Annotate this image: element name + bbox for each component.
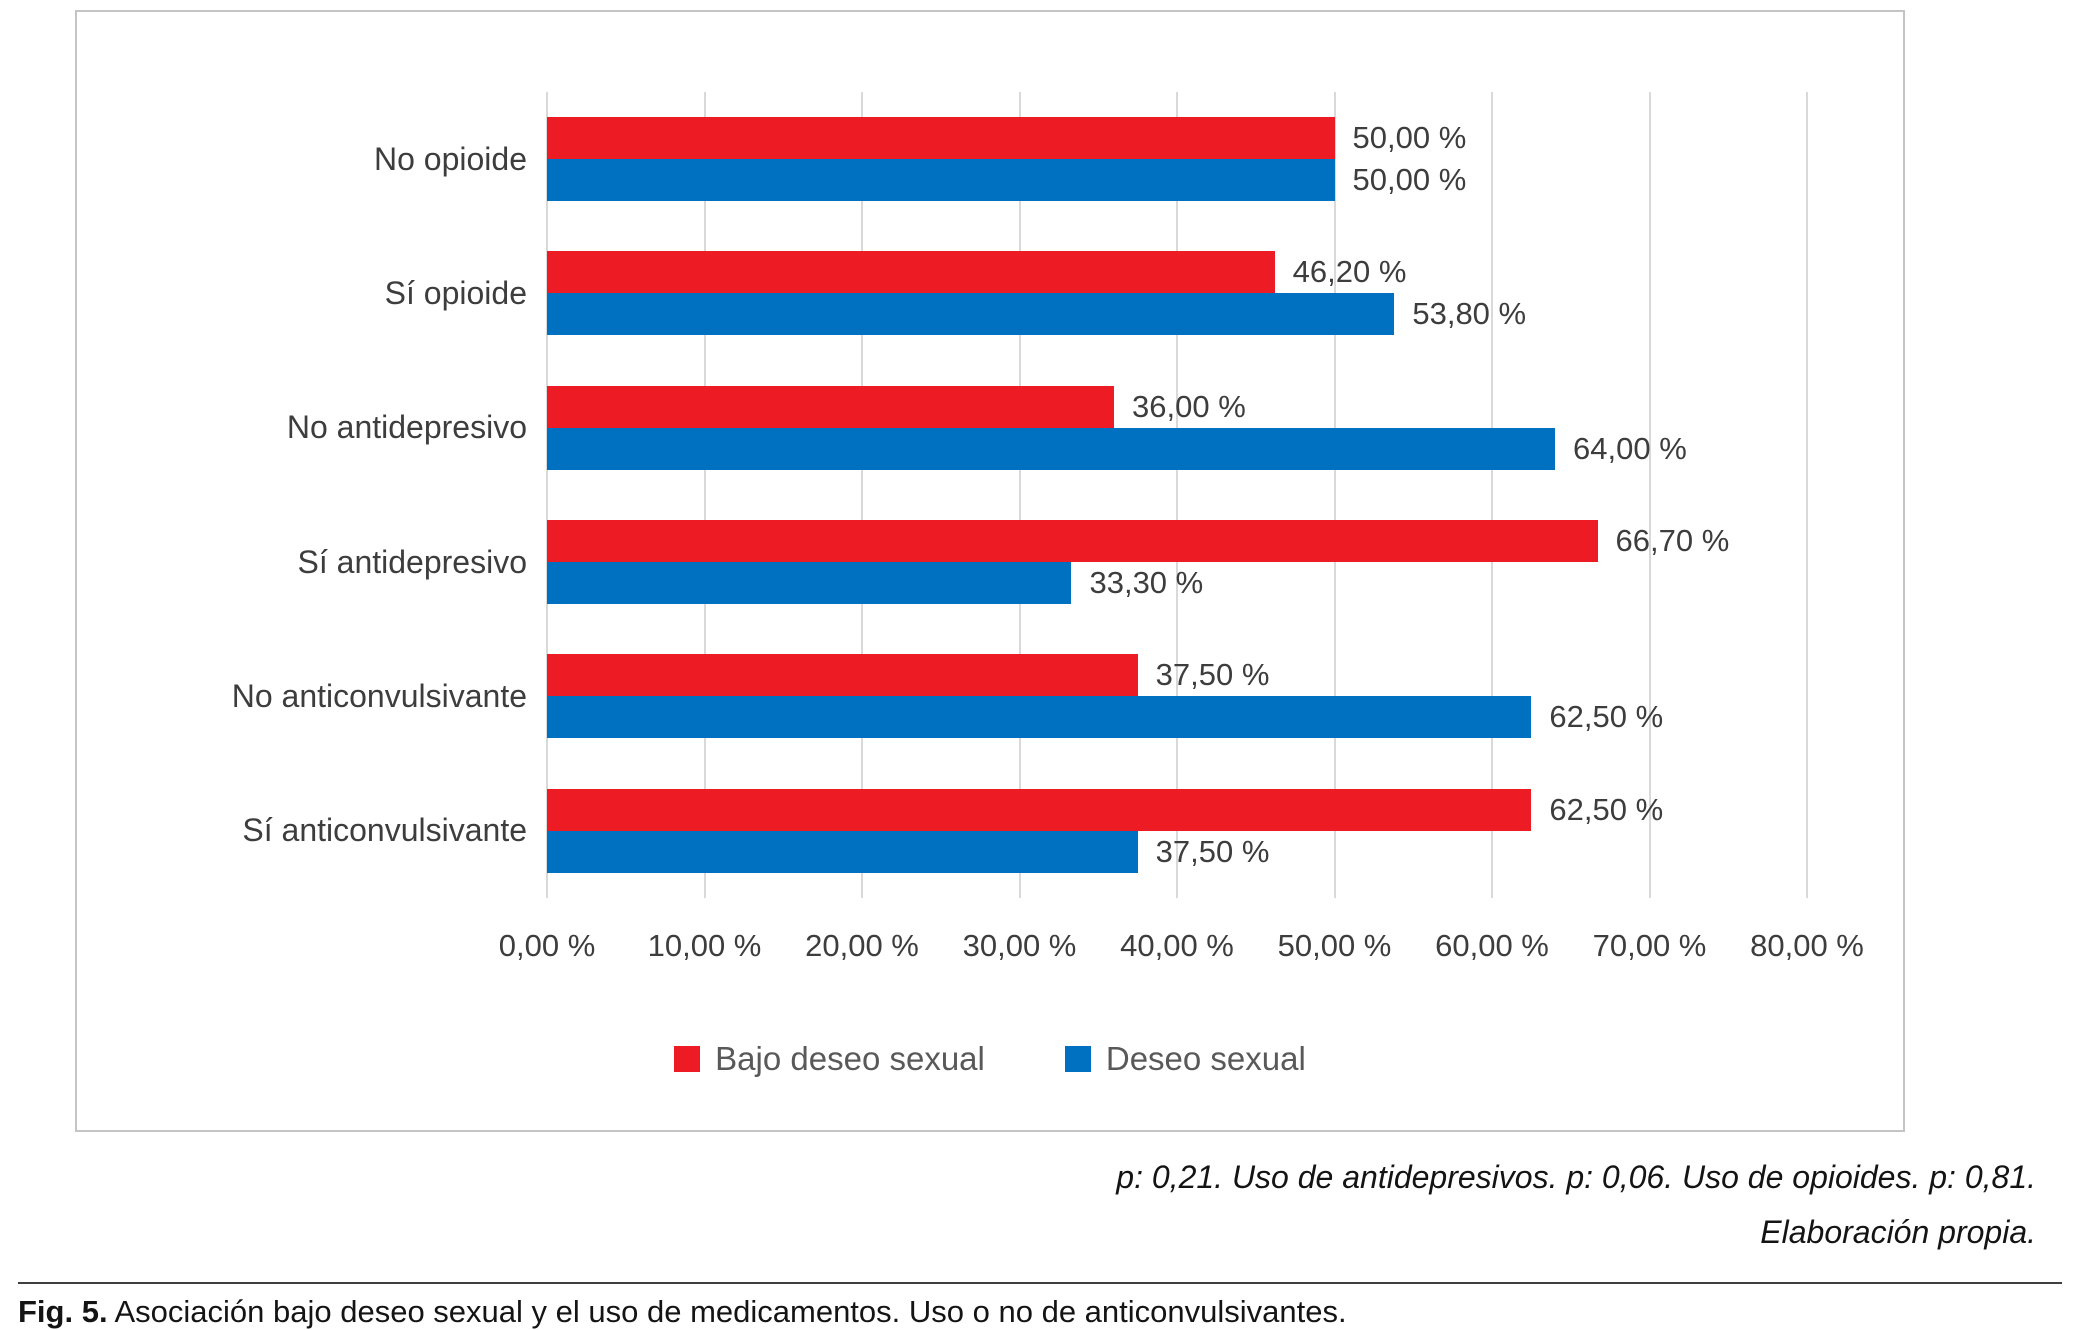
x-tick-label: 70,00 %: [1592, 928, 1707, 963]
bar-group: 37,50 % 62,50 %: [547, 629, 1807, 763]
figure-chart-frame: No opioide Sí opioide No antidepresivo Sí a…: [75, 10, 1905, 1132]
bar-value-label: 66,70 %: [1615, 523, 1730, 559]
x-tick-label: 40,00 %: [1120, 928, 1234, 963]
bar-value-label: 62,50 %: [1549, 791, 1664, 827]
gridline-0: [546, 92, 548, 898]
bar-value-label: 53,80 %: [1412, 296, 1527, 332]
bar-bajo-deseo-sexual: 46,20 %: [547, 251, 1406, 294]
gridline-40: [1176, 92, 1178, 898]
bar-deseo-sexual: 62,50 %: [547, 696, 1663, 739]
category-label: No opioide: [374, 140, 527, 177]
category-label: Sí anticonvulsivante: [242, 812, 527, 849]
legend-label: Bajo deseo sexual: [715, 1040, 985, 1077]
bar-deseo-sexual: 64,00 %: [547, 427, 1687, 470]
bar-deseo-sexual: 37,50 %: [547, 830, 1269, 873]
x-tick-label: 0,00 %: [498, 928, 596, 963]
bar-value-label: 33,30 %: [1089, 565, 1204, 601]
note-source: Elaboración propia.: [1760, 1214, 2036, 1250]
legend-item: Deseo sexual: [1064, 1040, 1306, 1078]
gridline-70: [1648, 92, 1651, 898]
bar-bajo-deseo-sexual: 37,50 %: [547, 654, 1269, 697]
legend-item: Bajo deseo sexual: [674, 1040, 985, 1078]
caption-divider: [18, 1282, 2062, 1284]
bar-group: 50,00 % 50,00 %: [547, 92, 1807, 226]
x-tick-label: 50,00 %: [1277, 928, 1392, 963]
bar-value-label: 46,20 %: [1292, 254, 1407, 290]
bar-value-label: 64,00 %: [1573, 430, 1687, 466]
gridline-30: [1018, 92, 1021, 898]
bar-group: 46,20 % 53,80 %: [547, 226, 1807, 360]
bar-group: 62,50 % 37,50 %: [547, 764, 1807, 898]
bar-bajo-deseo-sexual: 50,00 %: [547, 117, 1466, 160]
figure-caption-label: Fig. 5.: [18, 1294, 108, 1329]
bar-value-label: 50,00 %: [1352, 162, 1467, 198]
x-tick-label: 20,00 %: [805, 928, 919, 963]
category-label: No antidepresivo: [286, 409, 527, 446]
figure-caption-text: Asociación bajo deseo sexual y el uso de…: [107, 1294, 1347, 1329]
legend-label: Deseo sexual: [1105, 1040, 1306, 1077]
x-axis-tick-labels: 0,00 % 10,00 % 20,00 % 30,00 % 40,00 % 50,00 …: [499, 928, 1864, 972]
plot-area: 50,00 % 50,00 % 46,20 % 53,80 % 36,00 % 64,00…: [546, 92, 1808, 898]
bar-value-label: 37,50 %: [1155, 833, 1270, 869]
category-label: No anticonvulsivante: [231, 677, 527, 714]
bar-value-label: 50,00 %: [1352, 120, 1467, 156]
figure-caption: Fig. 5. Asociación bajo deseo sexual y e…: [18, 1294, 1347, 1330]
bar-deseo-sexual: 50,00 %: [547, 159, 1466, 202]
gridline-50: [1333, 92, 1336, 898]
category-axis-labels: No opioide Sí opioide No antidepresivo Sí a…: [87, 92, 527, 898]
bar-value-label: 36,00 %: [1132, 388, 1246, 424]
bar-groups: 50,00 % 50,00 % 46,20 % 53,80 % 36,00 % 64,00…: [547, 92, 1807, 898]
bar-deseo-sexual: 33,30 %: [547, 562, 1203, 605]
x-tick-label: 80,00 %: [1750, 928, 1864, 963]
gridline-10: [703, 92, 706, 898]
bar-bajo-deseo-sexual: 36,00 %: [547, 385, 1246, 428]
bar-group: 36,00 % 64,00 %: [547, 361, 1807, 495]
bar-group: 66,70 % 33,30 %: [547, 495, 1807, 629]
legend-swatch-icon: [674, 1046, 701, 1072]
bar-value-label: 62,50 %: [1549, 699, 1664, 735]
figure-notes: p: 0,21. Uso de antidepresivos. p: 0,06.…: [1116, 1150, 2036, 1260]
bar-bajo-deseo-sexual: 66,70 %: [547, 520, 1729, 563]
gridline-60: [1491, 92, 1493, 898]
x-tick-label: 30,00 %: [962, 928, 1077, 963]
legend-swatch-icon: [1064, 1046, 1091, 1072]
bar-value-label: 37,50 %: [1155, 657, 1270, 693]
gridline-80: [1806, 92, 1808, 898]
x-tick-label: 10,00 %: [647, 928, 762, 963]
x-tick-label: 60,00 %: [1435, 928, 1549, 963]
bar-deseo-sexual: 53,80 %: [547, 293, 1526, 336]
bar-bajo-deseo-sexual: 62,50 %: [547, 788, 1663, 831]
category-label: Sí antidepresivo: [297, 543, 527, 580]
legend: Bajo deseo sexual Deseo sexual: [77, 1040, 1903, 1078]
gridline-20: [861, 92, 863, 898]
category-label: Sí opioide: [384, 274, 527, 311]
note-pvalues: p: 0,21. Uso de antidepresivos. p: 0,06.…: [1116, 1159, 2036, 1195]
